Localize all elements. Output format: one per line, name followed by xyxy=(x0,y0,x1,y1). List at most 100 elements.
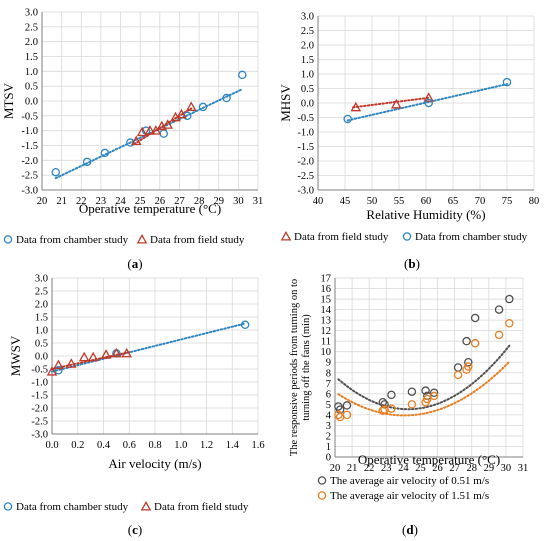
legend-marker xyxy=(317,476,327,485)
data-point xyxy=(342,401,352,410)
y-tick-label: 0.5 xyxy=(301,84,314,95)
data-point xyxy=(66,358,77,368)
x-tick-label: 22 xyxy=(76,196,87,207)
legend-marker xyxy=(140,500,152,511)
y-tick-label: 7 xyxy=(326,379,331,390)
data-point xyxy=(423,394,432,404)
x-tick-label: 1.4 xyxy=(226,440,240,451)
y-tick-label: 2.0 xyxy=(25,37,38,48)
x-tick-label: 26 xyxy=(155,196,166,207)
y-tick-label: 1 xyxy=(326,442,331,453)
y-tick-label: -1.0 xyxy=(21,126,38,137)
data-point xyxy=(240,320,250,330)
y-tick-label: -0.5 xyxy=(31,365,48,376)
y-tick-label: 3 xyxy=(326,421,331,432)
y-tick-label: 1.0 xyxy=(301,70,314,81)
y-tick-label: -3.0 xyxy=(21,186,38,197)
data-point xyxy=(424,98,433,108)
y-tick-label: -3.0 xyxy=(31,430,48,441)
data-point xyxy=(502,77,512,87)
data-point xyxy=(78,351,90,362)
y-axis-title: The responsive periods from turning on t… xyxy=(289,279,300,456)
data-point xyxy=(150,125,162,135)
chart-panel-1: -3.0 -2.5 -2.0 -1.5 -1.0 -0.5 0.0 0.5 1.0 1.5 2.0 2… xyxy=(1,8,263,272)
data-point xyxy=(46,366,58,376)
x-tick-label: 25 xyxy=(135,196,146,207)
data-point xyxy=(130,135,142,146)
data-point xyxy=(429,388,439,398)
data-point xyxy=(343,114,352,124)
y-tick-label: -2.0 xyxy=(297,157,314,168)
x-tick-label: 55 xyxy=(394,196,405,207)
data-point xyxy=(494,330,504,340)
y-tick-label: -1.0 xyxy=(31,378,48,389)
y-tick-label: 4 xyxy=(326,410,332,421)
y-tick-label: 15 xyxy=(321,295,332,306)
x-tick-label: 45 xyxy=(340,196,351,207)
y-tick-label: -3.0 xyxy=(297,186,314,197)
x-tick-label: 28 xyxy=(466,463,477,474)
x-tick-label: 24 xyxy=(115,196,126,207)
y-axis-title: MWSV xyxy=(8,335,23,376)
data-point xyxy=(51,167,60,177)
y-tick-label: -2.0 xyxy=(31,404,48,415)
legend-marker xyxy=(136,233,148,244)
x-tick-label: 0.0 xyxy=(45,440,58,451)
y-tick-label: 5 xyxy=(326,400,331,411)
x-tick-label: 21 xyxy=(347,463,358,474)
x-tick-label: 1.6 xyxy=(251,440,264,451)
x-tick-label: 24 xyxy=(398,463,409,474)
data-point xyxy=(387,390,396,400)
y-tick-label: 13 xyxy=(321,316,332,327)
x-tick-label: 29 xyxy=(213,196,224,207)
data-point xyxy=(429,391,439,401)
legend-label: Data from chamber study xyxy=(16,501,129,513)
y-tick-label: 2.5 xyxy=(301,26,314,37)
y-tick-label: -2.5 xyxy=(297,171,314,182)
x-tick-label: 23 xyxy=(381,463,392,474)
legend-marker xyxy=(317,491,327,500)
data-point xyxy=(53,359,64,370)
x-tick-label: 70 xyxy=(475,196,486,207)
y-tick-label: 0.5 xyxy=(35,339,48,350)
data-point xyxy=(136,126,148,137)
data-point xyxy=(156,120,168,131)
x-tick-label: 50 xyxy=(367,196,378,207)
data-point xyxy=(464,362,473,371)
y-tick-label: 1.0 xyxy=(35,326,48,337)
panel-label: (c) xyxy=(128,522,142,537)
y-tick-label: 14 xyxy=(321,305,332,316)
data-point xyxy=(238,70,247,80)
x-tick-label: 40 xyxy=(313,196,324,207)
y-tick-label: 16 xyxy=(321,284,332,295)
legend-marker xyxy=(402,232,412,241)
data-point xyxy=(350,101,362,112)
x-tick-label: 28 xyxy=(194,196,205,207)
y-tick-label: 0.0 xyxy=(25,97,38,108)
x-tick-label: 23 xyxy=(96,196,107,207)
x-tick-label: 1.0 xyxy=(174,440,187,451)
chart-panel-2: -3.0 -2.5 -2.0 -1.5 -1.0 -0.5 0.0 0.5 1.0 1.5 2.0 2… xyxy=(278,12,539,272)
data-point xyxy=(505,294,514,304)
x-axis-title: Relative Humidity (%) xyxy=(366,207,485,222)
y-tick-label: -1.0 xyxy=(297,128,314,139)
y-tick-label: 12 xyxy=(321,326,332,337)
data-point xyxy=(505,319,514,328)
x-tick-label: 22 xyxy=(364,463,375,474)
x-axis-title: Operative temperature (°C) xyxy=(79,201,221,216)
y-axis-title: MTSV xyxy=(1,82,16,119)
y-tick-label: -2.5 xyxy=(21,171,38,182)
data-point xyxy=(121,347,132,358)
trendline xyxy=(352,96,430,109)
y-tick-label: 0.5 xyxy=(25,82,38,93)
data-point xyxy=(144,125,156,135)
data-point xyxy=(334,410,343,420)
x-tick-label: 29 xyxy=(484,463,495,474)
x-tick-label: 31 xyxy=(518,463,529,474)
x-tick-label: 21 xyxy=(56,196,67,207)
x-tick-label: 0.4 xyxy=(97,440,111,451)
data-point xyxy=(183,111,192,121)
legend-label: Data from field study xyxy=(154,501,249,513)
